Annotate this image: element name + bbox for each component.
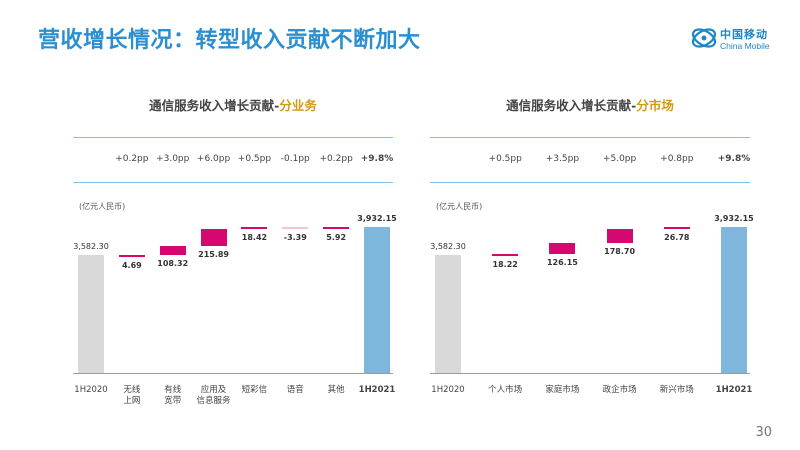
logo-english-text: China Mobile — [720, 41, 770, 51]
contribution-pp: +5.0pp — [602, 154, 637, 164]
bar-increment — [241, 227, 268, 230]
value-label: 3,932.15 — [357, 214, 397, 223]
x-tick-label: 新兴市场 — [659, 385, 694, 395]
x-tick-label: 短彩信 — [241, 385, 268, 395]
unit-label: (亿元人民币) — [79, 202, 126, 211]
page-number: 30 — [755, 425, 772, 440]
china-mobile-logo: 中国移动 China Mobile — [690, 20, 780, 60]
bar-start — [435, 255, 461, 373]
contribution-pp: +3.0pp — [156, 154, 190, 164]
total-growth: +9.8% — [360, 154, 394, 164]
divider — [430, 137, 750, 138]
contribution-pp: +0.2pp — [319, 154, 353, 164]
bar-end — [364, 227, 390, 373]
value-label: 215.89 — [198, 249, 229, 259]
contribution-pp: -0.1pp — [280, 154, 310, 164]
divider — [73, 137, 393, 138]
value-label: 126.15 — [546, 257, 578, 267]
bar-increment — [606, 229, 633, 244]
x-tick-label: 家庭市场 — [545, 385, 580, 395]
bar-increment — [159, 245, 186, 255]
contribution-pp: +0.8pp — [660, 154, 694, 164]
value-label: 5.92 — [326, 233, 347, 242]
value-label: 3,932.15 — [714, 214, 754, 223]
x-tick-label: 1H2020 — [74, 385, 108, 395]
value-label: 3,582.30 — [73, 242, 109, 251]
value-label: 18.42 — [241, 233, 268, 243]
contribution-pp: +3.5pp — [545, 154, 580, 164]
value-label: 26.78 — [664, 233, 690, 243]
bar-start — [78, 255, 104, 373]
contribution-pp: +0.5pp — [237, 154, 272, 164]
contribution-pp: +0.2pp — [115, 154, 149, 164]
x-tick-label: 语音 — [286, 385, 304, 395]
unit-label: (亿元人民币) — [436, 202, 483, 211]
bar-increment — [549, 243, 576, 254]
x-axis-line — [430, 373, 750, 374]
divider — [430, 182, 750, 183]
bar-increment — [492, 253, 519, 256]
bar-increment — [118, 254, 145, 257]
logo-chinese-text: 中国移动 — [720, 28, 768, 41]
value-label: -3.39 — [283, 233, 307, 243]
bar-end — [721, 227, 747, 373]
value-label: 18.22 — [492, 259, 518, 269]
chart-by-market: 通信服务收入增长贡献-分市场 (亿元人民币) 3,582.30 1H2020 18.… — [430, 85, 754, 415]
value-label: 3,582.30 — [430, 242, 466, 251]
value-label: 4.69 — [121, 260, 142, 270]
divider — [73, 182, 393, 183]
chart-title: 通信服务收入增长贡献-分市场 — [506, 98, 674, 113]
x-tick-label: 1H2021 — [715, 385, 753, 395]
x-tick-label: 政企市场 — [602, 385, 637, 395]
contribution-pp: +0.5pp — [488, 154, 522, 164]
slide-title: 营收增长情况：转型收入贡献不断加大 — [38, 28, 421, 53]
bar-increment — [663, 227, 690, 230]
value-label: 108.32 — [157, 258, 189, 268]
total-growth: +9.8% — [717, 154, 751, 164]
x-tick-label: 有线 宽带 — [164, 385, 182, 406]
chart-by-business: 通信服务收入增长贡献-分业务 (亿元人民币) 3,582.30 1H2020 4.6… — [73, 85, 397, 415]
x-axis-line — [73, 373, 393, 374]
x-tick-label: 无线 上网 — [123, 385, 141, 406]
x-tick-label: 1H2020 — [431, 385, 465, 395]
x-tick-label: 个人市场 — [488, 385, 523, 395]
x-tick-label: 1H2021 — [358, 385, 396, 395]
bar-increment — [323, 227, 350, 229]
contribution-pp: +6.0pp — [196, 154, 231, 164]
x-tick-label: 其他 — [327, 385, 345, 395]
bar-increment — [200, 228, 227, 246]
china-mobile-emblem-icon — [691, 28, 717, 48]
chart-title: 通信服务收入增长贡献-分业务 — [149, 98, 317, 113]
bar-increment — [282, 227, 309, 230]
x-tick-label: 应用及 信息服务 — [196, 385, 231, 406]
value-label: 178.70 — [604, 247, 636, 257]
